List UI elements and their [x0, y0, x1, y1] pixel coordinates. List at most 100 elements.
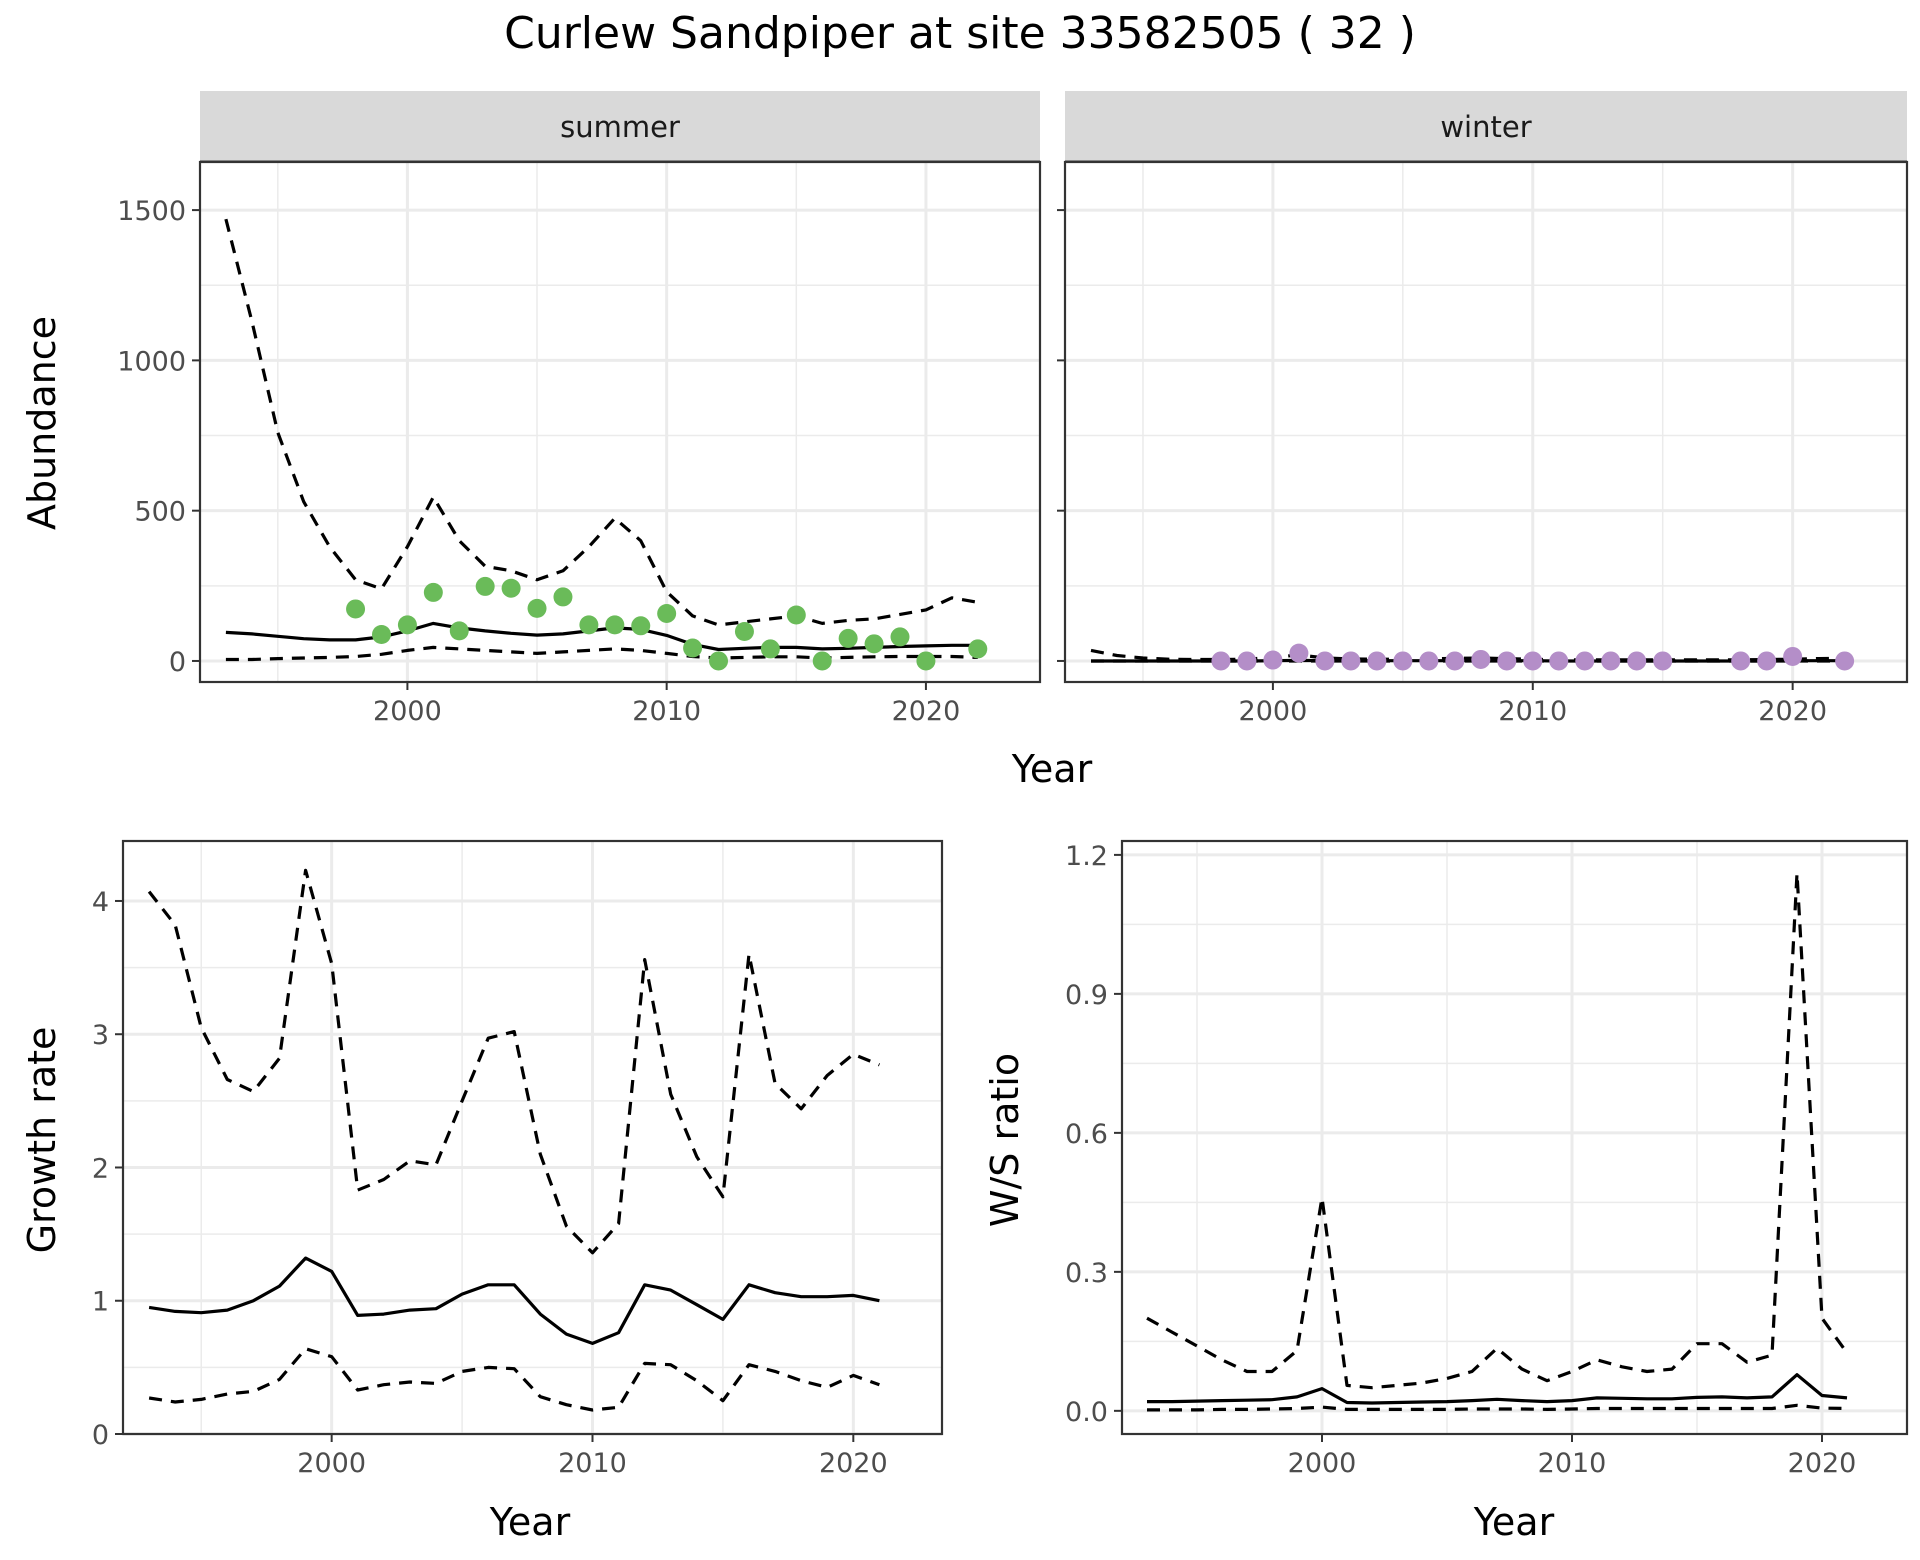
observation-point [1575, 651, 1595, 671]
observation-point [397, 615, 417, 635]
series-estimate-line [148, 1256, 880, 1346]
panel-winter-border [1063, 160, 1909, 684]
strip-summer [200, 91, 1040, 162]
x-tick-label: 2020 [892, 696, 961, 727]
panel-summer: 2000 2010 2020 0 500 1000 1500 [117, 160, 1042, 727]
panel-growth-background [123, 841, 942, 1434]
observation-point [346, 599, 366, 619]
observation-point [1419, 651, 1439, 671]
observation-point [371, 625, 391, 645]
x-tick-label: 2000 [373, 696, 442, 727]
panel-summer-background [200, 162, 1040, 682]
observation-point [527, 598, 547, 618]
top-x-axis-title: Year [1011, 747, 1093, 791]
series-upper-line [147, 868, 881, 1255]
observation-point [734, 622, 754, 642]
y-tick-label: 0 [169, 647, 186, 678]
panel-winter: 2000 2010 2020 [1057, 160, 1909, 727]
y-tick-label: 0.0 [1065, 1397, 1108, 1428]
y-tick-label: 3 [92, 1020, 109, 1051]
y-tick-label: 0.6 [1065, 1119, 1108, 1150]
observation-point [1783, 646, 1803, 666]
series-lower-line [1147, 1403, 1848, 1412]
x-tick-label: 2010 [558, 1448, 627, 1479]
observation-point [631, 616, 651, 636]
observation-point [449, 621, 469, 641]
strip-summer-label: summer [560, 110, 680, 144]
top-y-axis-title: Abundance [20, 316, 64, 530]
x-tick-label: 2020 [1758, 696, 1827, 727]
observation-point [1731, 651, 1751, 671]
observation-point [812, 651, 832, 671]
observation-point [838, 628, 858, 648]
observation-point [1367, 651, 1387, 671]
observation-point [501, 578, 521, 598]
observation-point [683, 638, 703, 658]
observation-point [1289, 643, 1309, 663]
y-tick-label: 4 [92, 887, 109, 918]
series-lower-line [148, 1347, 880, 1412]
panel-growth-border [121, 839, 944, 1436]
panel-ratio-background [1122, 841, 1907, 1434]
observation-point [916, 651, 936, 671]
observation-point [1523, 651, 1543, 671]
main-title: Curlew Sandpiper at site 33582505 ( 32 ) [504, 8, 1416, 59]
observation-point [1653, 651, 1673, 671]
observation-point [1445, 651, 1465, 671]
observation-point [1549, 651, 1569, 671]
series-lower-line [225, 645, 978, 662]
observation-point [605, 615, 625, 635]
observation-point [553, 587, 573, 607]
series-estimate-line [225, 621, 978, 652]
ratio-x-axis-title: Year [1473, 1500, 1555, 1544]
observation-point [890, 627, 910, 647]
y-tick-label: 0.9 [1065, 980, 1108, 1011]
observation-point [1237, 651, 1257, 671]
observation-point [1393, 651, 1413, 671]
observation-point [1627, 651, 1647, 671]
observation-point [423, 582, 443, 602]
observation-point [1341, 651, 1361, 671]
observation-point [709, 651, 729, 671]
series-upper-line [1090, 648, 1845, 662]
ratio-y-axis-title: W/S ratio [983, 1053, 1027, 1227]
observation-point [579, 615, 599, 635]
observation-point [1315, 651, 1335, 671]
observation-point [1757, 651, 1777, 671]
observation-point [1263, 650, 1283, 670]
y-tick-label: 500 [134, 497, 186, 528]
growth-x-axis-title: Year [489, 1500, 571, 1544]
observation-point [1835, 651, 1855, 671]
x-tick-label: 2000 [1239, 696, 1308, 727]
strip-winter-label: winter [1440, 110, 1531, 144]
panel-winter-background [1065, 162, 1907, 682]
y-tick-label: 1 [92, 1287, 109, 1318]
x-tick-label: 2020 [819, 1448, 888, 1479]
observation-point [1497, 651, 1517, 671]
strip-winter [1065, 91, 1907, 162]
y-tick-label: 1.2 [1065, 841, 1108, 872]
x-tick-label: 2010 [1498, 696, 1567, 727]
x-tick-label: 2020 [1788, 1448, 1857, 1479]
observation-point [1601, 651, 1621, 671]
panel-ratio-border [1120, 839, 1909, 1436]
y-tick-label: 0 [92, 1420, 109, 1451]
y-tick-label: 2 [92, 1153, 109, 1184]
panel-ratio: 2000 2010 2020 0.0 0.3 0.6 0.9 1.2 [1065, 839, 1909, 1479]
observation-point [968, 639, 988, 659]
panel-growth: 2000 2010 2020 0 1 2 3 4 [92, 839, 944, 1479]
panel-summer-border [198, 160, 1042, 684]
y-tick-label: 0.3 [1065, 1258, 1108, 1289]
observation-point [1471, 649, 1491, 669]
x-tick-label: 2010 [1538, 1448, 1607, 1479]
observation-point [475, 576, 495, 596]
observation-point [760, 639, 780, 659]
observation-point [657, 603, 677, 623]
series-estimate-line [1147, 1373, 1848, 1405]
observation-point [1211, 651, 1231, 671]
x-tick-label: 2000 [297, 1448, 366, 1479]
observation-point [786, 605, 806, 625]
growth-y-axis-title: Growth rate [20, 1027, 64, 1254]
x-tick-label: 2010 [632, 696, 701, 727]
y-tick-label: 1000 [117, 346, 186, 377]
